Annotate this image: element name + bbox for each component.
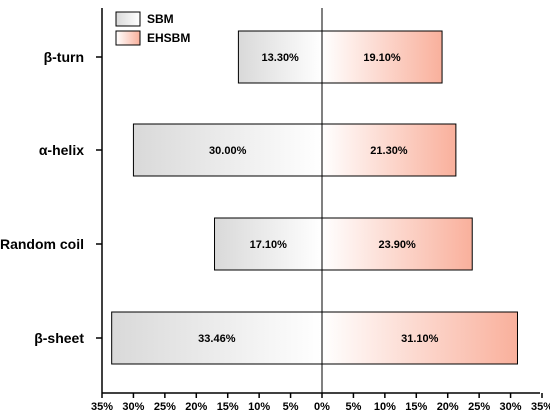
bar-ehsbm-turn	[321, 30, 443, 84]
x-tick-label-14: 35%	[531, 401, 550, 413]
data-label-ehsbm-helix: 21.30%	[370, 145, 408, 157]
x-tick-label-0: 35%	[91, 401, 113, 413]
data-label-sbm-turn: 13.30%	[262, 52, 300, 64]
x-tick-label-8: 5%	[345, 401, 361, 413]
data-label-ehsbm-sheet: 31.10%	[401, 333, 439, 345]
x-tick-label-3: 20%	[185, 401, 207, 413]
category-label-helix: α-helix	[39, 142, 84, 158]
x-tick-label-2: 25%	[154, 401, 176, 413]
bar-sbm-turn	[237, 30, 323, 84]
x-tick-label-1: 30%	[122, 401, 144, 413]
data-label-sbm-random-coil: 17.10%	[250, 239, 288, 251]
legend-label-ehsbm: EHSBM	[147, 31, 190, 45]
x-tick-label-5: 10%	[248, 401, 270, 413]
category-label-sheet: β-sheet	[34, 330, 84, 346]
data-label-sbm-sheet: 33.46%	[198, 333, 236, 345]
x-tick-label-9: 10%	[374, 401, 396, 413]
x-tick-label-11: 20%	[437, 401, 459, 413]
x-tick-label-4: 15%	[217, 401, 239, 413]
bar-sbm-random-coil	[214, 217, 323, 271]
category-label-turn: β-turn	[44, 49, 84, 65]
bars-layer: 13.30% 19.10% 30.00% 21.30% 17.10% 23.90% 33.4…	[111, 30, 518, 365]
legend-label-sbm: SBM	[147, 12, 174, 26]
legend: SBM EHSBM	[115, 11, 190, 46]
bar-sbm-helix	[132, 123, 323, 177]
bar-ehsbm-random-coil	[321, 217, 473, 271]
x-tick-label-12: 25%	[468, 401, 490, 413]
data-label-ehsbm-turn: 19.10%	[363, 52, 401, 64]
legend-swatch-sbm	[115, 11, 141, 27]
data-label-ehsbm-random-coil: 23.90%	[378, 239, 416, 251]
x-tick-label-6: 5%	[283, 401, 299, 413]
category-label-random-coil: Random coil	[0, 236, 84, 252]
data-label-sbm-helix: 30.00%	[209, 145, 247, 157]
x-tick-label-7: 0%	[314, 401, 330, 413]
axis-layer: β-turn α-helix Random coil β-sheet 35% 30% 25%…	[0, 8, 550, 413]
x-tick-label-10: 15%	[405, 401, 427, 413]
bar-sbm-sheet	[111, 311, 323, 365]
legend-swatch-ehsbm	[115, 30, 141, 46]
x-tick-label-13: 30%	[500, 401, 522, 413]
bar-ehsbm-helix	[321, 123, 457, 177]
